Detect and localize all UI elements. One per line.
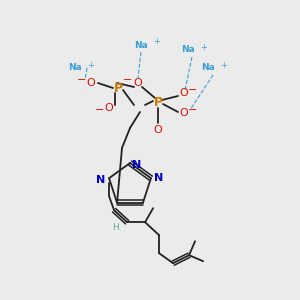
- Text: Na: Na: [181, 46, 195, 55]
- Text: +: +: [220, 61, 227, 70]
- Text: N: N: [154, 173, 164, 183]
- Text: +: +: [88, 61, 94, 70]
- Text: N: N: [132, 160, 142, 170]
- Text: P: P: [113, 82, 123, 94]
- Text: O: O: [180, 108, 188, 118]
- Text: Na: Na: [134, 40, 148, 50]
- Text: +: +: [201, 43, 207, 52]
- Text: −: −: [188, 105, 198, 115]
- Text: O: O: [180, 88, 188, 98]
- Text: −: −: [95, 105, 105, 115]
- Text: +: +: [154, 38, 160, 46]
- Text: Na: Na: [68, 64, 82, 73]
- Text: P: P: [153, 97, 163, 110]
- Text: −: −: [123, 75, 133, 85]
- Text: −: −: [77, 75, 87, 85]
- Text: O: O: [87, 78, 95, 88]
- Text: O: O: [105, 103, 113, 113]
- Text: N: N: [97, 175, 106, 185]
- Text: O: O: [134, 78, 142, 88]
- Text: −: −: [188, 85, 198, 95]
- Text: H: H: [112, 223, 118, 232]
- Text: Na: Na: [201, 64, 215, 73]
- Text: O: O: [154, 125, 162, 135]
